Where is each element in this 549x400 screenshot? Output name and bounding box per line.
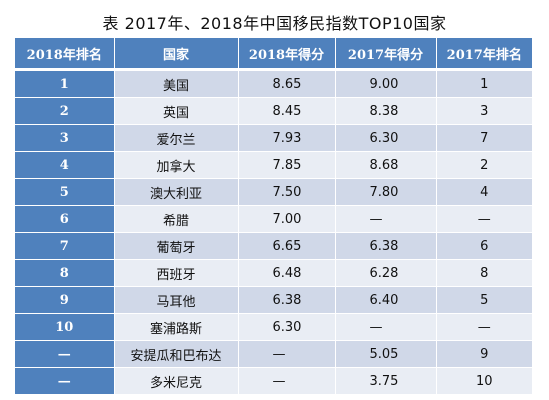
country-cell: 安提瓜和巴布达 bbox=[114, 340, 239, 368]
score-2017-cell: 6.40 bbox=[335, 286, 437, 314]
country-cell: 爱尔兰 bbox=[114, 124, 239, 152]
score-2017-cell: 8.38 bbox=[335, 97, 437, 125]
score-2018-cell: 7.00 bbox=[238, 205, 336, 233]
table-row: — 多米尼克 — 3.75 10 bbox=[15, 367, 532, 394]
header-rank-2018: 2018年排名 bbox=[15, 38, 115, 71]
country-cell: 希腊 bbox=[114, 205, 239, 233]
rank-2018-cell: 7 bbox=[15, 232, 115, 260]
score-2017-cell: 7.80 bbox=[335, 178, 437, 206]
score-2018-cell: 7.85 bbox=[238, 151, 336, 179]
rank-2017-cell: 9 bbox=[436, 340, 532, 368]
score-2017-cell: — bbox=[335, 313, 437, 341]
table-row: 4 加拿大 7.85 8.68 2 bbox=[15, 151, 532, 179]
header-country: 国家 bbox=[114, 38, 239, 71]
rank-2017-cell: 10 bbox=[436, 367, 532, 394]
score-2018-cell: 6.38 bbox=[238, 286, 336, 314]
country-cell: 澳大利亚 bbox=[114, 178, 239, 206]
rank-2018-cell: 9 bbox=[15, 286, 115, 314]
table-row: 9 马耳他 6.38 6.40 5 bbox=[15, 286, 532, 314]
score-2018-cell: 7.93 bbox=[238, 124, 336, 152]
table-row: 5 澳大利亚 7.50 7.80 4 bbox=[15, 178, 532, 206]
rank-2018-cell: — bbox=[15, 367, 115, 394]
rank-2018-cell: 5 bbox=[15, 178, 115, 206]
score-2018-cell: — bbox=[238, 367, 336, 394]
country-cell: 马耳他 bbox=[114, 286, 239, 314]
migration-index-table: 2018年排名 国家 2018年得分 2017年得分 2017年排名 1 美国 … bbox=[15, 38, 532, 394]
rank-2017-cell: — bbox=[436, 313, 532, 341]
score-2017-cell: 6.28 bbox=[335, 259, 437, 287]
rank-2017-cell: 5 bbox=[436, 286, 532, 314]
score-2017-cell: 6.30 bbox=[335, 124, 437, 152]
header-rank-2017: 2017年排名 bbox=[436, 38, 532, 71]
rank-2017-cell: 7 bbox=[436, 124, 532, 152]
country-cell: 多米尼克 bbox=[114, 367, 239, 394]
rank-2018-cell: 1 bbox=[15, 69, 115, 98]
rank-2017-cell: 4 bbox=[436, 178, 532, 206]
country-cell: 加拿大 bbox=[114, 151, 239, 179]
rank-2018-cell: 2 bbox=[15, 97, 115, 125]
country-cell: 葡萄牙 bbox=[114, 232, 239, 260]
country-cell: 塞浦路斯 bbox=[114, 313, 239, 341]
table-title: 表 2017年、2018年中国移民指数TOP10国家 bbox=[102, 14, 447, 33]
country-cell: 西班牙 bbox=[114, 259, 239, 287]
rank-2017-cell: 3 bbox=[436, 97, 532, 125]
rank-2018-cell: 8 bbox=[15, 259, 115, 287]
table-row: 1 美国 8.65 9.00 1 bbox=[15, 69, 532, 98]
rank-2017-cell: — bbox=[436, 205, 532, 233]
table-row: 7 葡萄牙 6.65 6.38 6 bbox=[15, 232, 532, 260]
rank-2018-cell: 3 bbox=[15, 124, 115, 152]
rank-2017-cell: 2 bbox=[436, 151, 532, 179]
country-cell: 英国 bbox=[114, 97, 239, 125]
table-row: — 安提瓜和巴布达 — 5.05 9 bbox=[15, 340, 532, 368]
score-2017-cell: 6.38 bbox=[335, 232, 437, 260]
table-row: 10 塞浦路斯 6.30 — — bbox=[15, 313, 532, 341]
score-2018-cell: — bbox=[238, 340, 336, 368]
score-2017-cell: 3.75 bbox=[335, 367, 437, 394]
score-2018-cell: 7.50 bbox=[238, 178, 336, 206]
table-row: 3 爱尔兰 7.93 6.30 7 bbox=[15, 124, 532, 152]
header-score-2017: 2017年得分 bbox=[335, 38, 437, 71]
table-row: 2 英国 8.45 8.38 3 bbox=[15, 97, 532, 125]
score-2018-cell: 6.65 bbox=[238, 232, 336, 260]
country-cell: 美国 bbox=[114, 69, 239, 98]
rank-2017-cell: 8 bbox=[436, 259, 532, 287]
header-row: 2018年排名 国家 2018年得分 2017年得分 2017年排名 bbox=[15, 38, 532, 71]
score-2018-cell: 8.65 bbox=[238, 69, 336, 98]
rank-2018-cell: — bbox=[15, 340, 115, 368]
table-row: 6 希腊 7.00 — — bbox=[15, 205, 532, 233]
score-2017-cell: 9.00 bbox=[335, 69, 437, 98]
score-2018-cell: 6.48 bbox=[238, 259, 336, 287]
score-2017-cell: — bbox=[335, 205, 437, 233]
score-2018-cell: 8.45 bbox=[238, 97, 336, 125]
score-2018-cell: 6.30 bbox=[238, 313, 336, 341]
rank-2018-cell: 10 bbox=[15, 313, 115, 341]
rank-2018-cell: 4 bbox=[15, 151, 115, 179]
score-2017-cell: 5.05 bbox=[335, 340, 437, 368]
rank-2017-cell: 6 bbox=[436, 232, 532, 260]
rank-2018-cell: 6 bbox=[15, 205, 115, 233]
score-2017-cell: 8.68 bbox=[335, 151, 437, 179]
header-score-2018: 2018年得分 bbox=[238, 38, 336, 71]
rank-2017-cell: 1 bbox=[436, 69, 532, 98]
table-row: 8 西班牙 6.48 6.28 8 bbox=[15, 259, 532, 287]
